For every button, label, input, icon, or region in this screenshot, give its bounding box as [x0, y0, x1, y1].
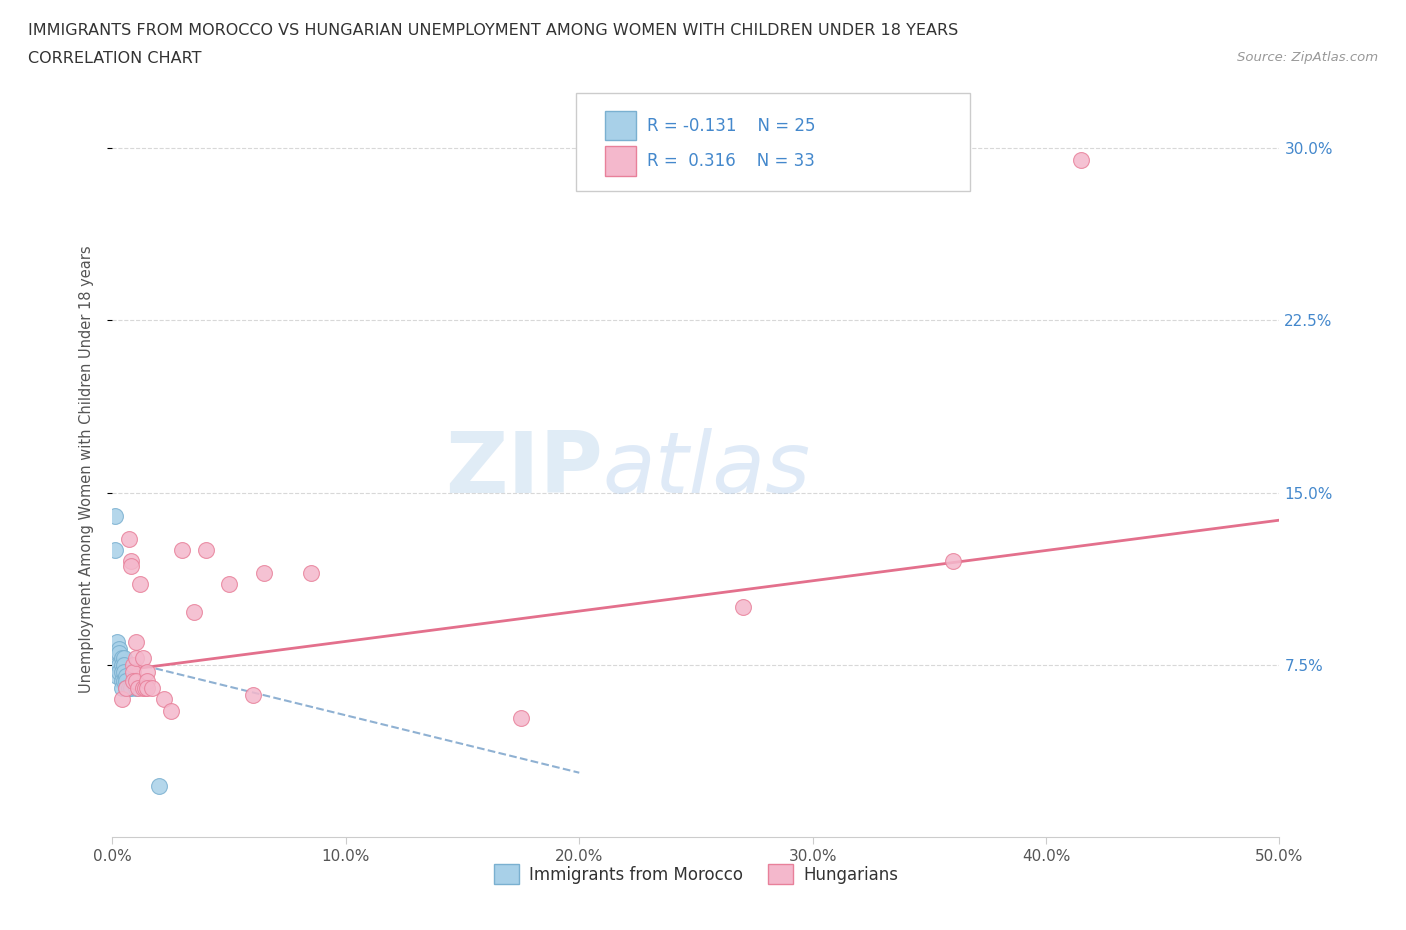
Point: [160, 703, 183, 718]
Point: [111, 658, 134, 672]
Point: [299, 565, 322, 580]
Point: [111, 664, 134, 679]
Point: [141, 681, 163, 696]
Point: [172, 542, 194, 557]
Point: [108, 664, 131, 679]
Point: [194, 542, 217, 557]
Point: [120, 681, 142, 696]
Point: [129, 577, 152, 591]
Text: IMMIGRANTS FROM MOROCCO VS HUNGARIAN UNEMPLOYMENT AMONG WOMEN WITH CHILDREN UNDE: IMMIGRANTS FROM MOROCCO VS HUNGARIAN UNE…: [28, 23, 959, 38]
Point: [111, 673, 134, 688]
Point: [1070, 153, 1092, 167]
Point: [111, 692, 134, 707]
Point: [104, 542, 127, 557]
Point: [108, 646, 131, 661]
Point: [115, 681, 138, 696]
Point: [120, 554, 142, 569]
Text: R =  0.316    N = 33: R = 0.316 N = 33: [647, 152, 814, 170]
Point: [253, 565, 276, 580]
Point: [122, 658, 145, 672]
Point: [111, 681, 134, 696]
Y-axis label: Unemployment Among Women with Children Under 18 years: Unemployment Among Women with Children U…: [79, 246, 94, 694]
Point: [125, 681, 148, 696]
Point: [136, 664, 159, 679]
Legend: Immigrants from Morocco, Hungarians: Immigrants from Morocco, Hungarians: [488, 857, 904, 891]
Point: [509, 711, 531, 725]
Text: ZIP: ZIP: [444, 428, 603, 512]
Point: [125, 650, 148, 665]
Text: Source: ZipAtlas.com: Source: ZipAtlas.com: [1237, 51, 1378, 64]
Point: [132, 681, 155, 696]
Point: [115, 673, 138, 688]
Point: [104, 508, 127, 523]
Point: [105, 669, 128, 684]
Point: [242, 687, 264, 702]
Point: [115, 681, 138, 696]
Point: [112, 658, 135, 672]
Point: [134, 681, 156, 696]
Point: [112, 650, 135, 665]
Point: [105, 658, 128, 672]
Point: [125, 673, 148, 688]
Point: [136, 681, 159, 696]
Point: [118, 681, 141, 696]
Point: [111, 650, 134, 665]
Point: [115, 669, 138, 684]
Point: [731, 600, 754, 615]
Point: [153, 692, 176, 707]
Text: atlas: atlas: [603, 428, 811, 512]
Point: [132, 650, 155, 665]
Point: [136, 673, 159, 688]
Text: R = -0.131    N = 25: R = -0.131 N = 25: [647, 116, 815, 135]
Point: [122, 664, 145, 679]
Point: [125, 634, 148, 649]
Point: [112, 673, 135, 688]
Point: [942, 554, 965, 569]
Point: [108, 658, 131, 672]
Point: [183, 604, 205, 619]
Point: [120, 559, 142, 574]
Point: [105, 634, 128, 649]
Point: [127, 681, 149, 696]
Point: [218, 577, 240, 591]
Point: [108, 642, 131, 657]
Text: CORRELATION CHART: CORRELATION CHART: [28, 51, 201, 66]
Point: [148, 779, 170, 794]
Point: [122, 673, 145, 688]
Point: [112, 664, 135, 679]
Point: [118, 531, 141, 546]
